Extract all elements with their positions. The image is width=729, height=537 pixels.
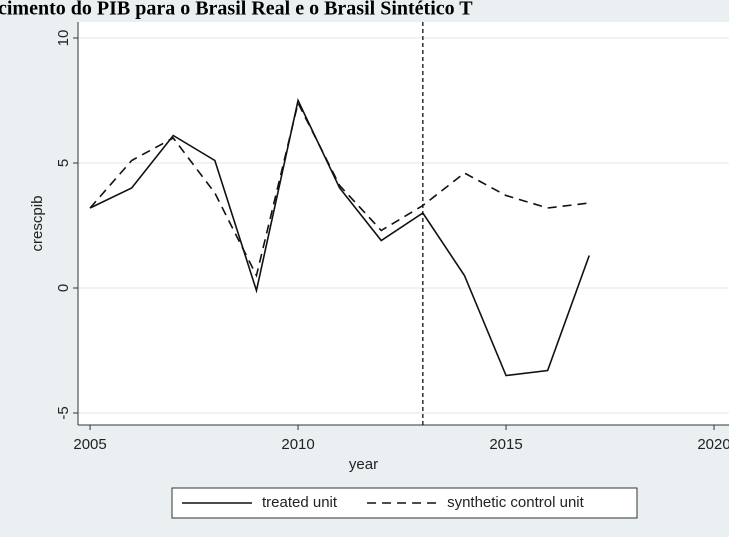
y-axis-label: crescpib xyxy=(29,196,46,252)
data-line xyxy=(89,98,590,377)
legend-label: treated unit xyxy=(262,494,338,511)
x-tick-label: 2005 xyxy=(73,436,106,453)
x-tick-label: 2020 xyxy=(697,436,729,453)
x-tick-label: 2010 xyxy=(281,436,314,453)
x-axis-label: year xyxy=(349,456,378,473)
y-tick-label: 0 xyxy=(55,284,72,292)
y-tick-label: 5 xyxy=(55,159,72,167)
plot-area xyxy=(78,22,729,425)
legend-label: synthetic control unit xyxy=(447,494,585,511)
y-tick-label: -5 xyxy=(55,406,72,419)
chart-title: cimento do PIB para o Brasil Real e o Br… xyxy=(0,0,473,20)
y-tick-label: 10 xyxy=(55,30,72,47)
data-line xyxy=(89,100,590,278)
x-tick-label: 2015 xyxy=(489,436,522,453)
